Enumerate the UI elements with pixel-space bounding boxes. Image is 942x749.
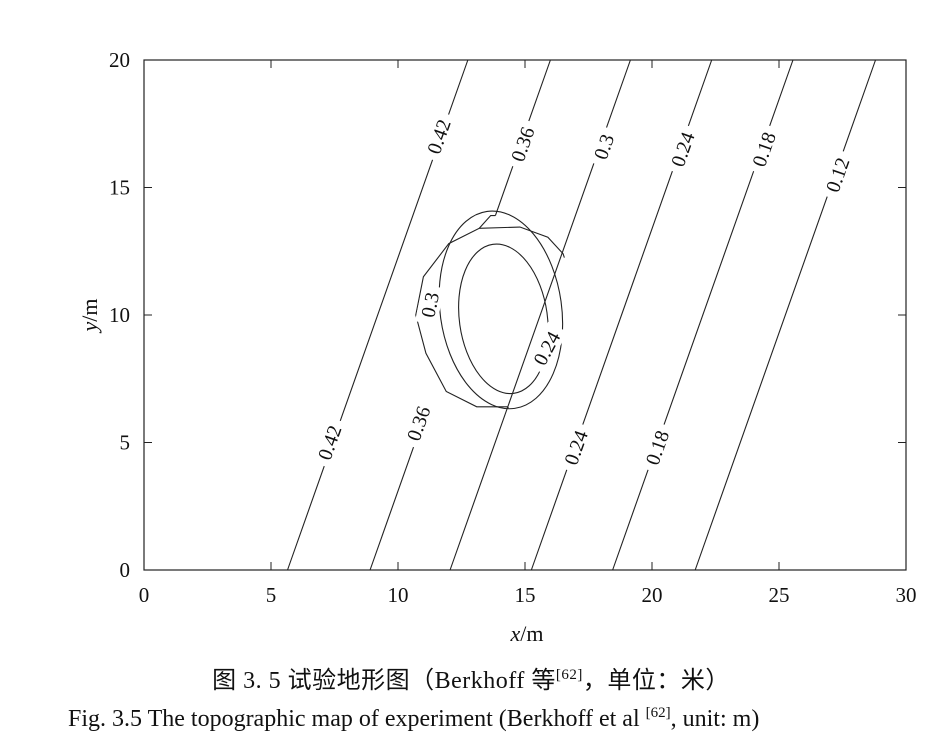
- caption-cn-suffix: ，单位：米）: [582, 668, 730, 694]
- shoal-label-0-3: 0.3: [417, 290, 444, 319]
- contour-label-0-18-bg: [745, 122, 783, 176]
- shoal-label-0-24-bg: [525, 321, 568, 375]
- contour-label-0-36-bg: [399, 397, 437, 450]
- caption-en-prefix: Fig. 3.5 The topographic map of experime…: [68, 706, 646, 732]
- x-tick-label: 0: [139, 583, 150, 607]
- y-tick-label: 0: [120, 558, 131, 582]
- contour-label-0-18-bg: [638, 421, 676, 474]
- contour-line-0-12: [694, 59, 877, 571]
- shoal-label-0-3-bg: [415, 283, 445, 326]
- contour-label-0-36: 0.36: [507, 124, 539, 164]
- x-tick-label: 15: [515, 583, 536, 607]
- figure-caption-english: Fig. 3.5 The topographic map of experime…: [68, 706, 942, 733]
- contour-label-0-42: 0.42: [314, 423, 346, 463]
- contour-label-0-18: 0.18: [642, 428, 674, 468]
- y-axis-label: y/m: [77, 299, 102, 334]
- contour-label-0-24: 0.24: [667, 129, 699, 169]
- contour-label-0-12-bg: [819, 148, 856, 202]
- x-tick-label: 30: [896, 583, 917, 607]
- contour-label-0-24: 0.24: [561, 428, 593, 468]
- x-tick-label: 25: [769, 583, 790, 607]
- x-tick-label: 20: [642, 583, 663, 607]
- caption-cn-ref: [62]: [555, 667, 583, 683]
- contour-label-0-36: 0.36: [403, 404, 435, 444]
- shoal-outer-contour: [415, 226, 565, 409]
- contour-label-0-42-bg: [311, 416, 348, 469]
- shoal-ellipse: [438, 210, 564, 410]
- contour-plot: 0 5 10 15 20 25 30 0 5 10 15 20 x/m y/m 0.42 0.42 0.36 0…: [77, 48, 917, 646]
- caption-en-suffix: , unit: m): [670, 706, 760, 732]
- y-tick-label: 10: [109, 303, 130, 327]
- x-tick-label: 5: [266, 583, 277, 607]
- shoal-ellipse: [458, 243, 549, 395]
- caption-cn-prefix: 图 3. 5 试验地形图（Berkhoff 等: [212, 668, 556, 694]
- contour-label-0-18: 0.18: [748, 129, 780, 169]
- y-tick-label: 5: [120, 431, 131, 455]
- contour-label-0-24-bg: [557, 421, 595, 474]
- contour-label-0-42: 0.42: [423, 117, 455, 157]
- x-tick-label: 10: [388, 583, 409, 607]
- x-axis-label: x/m: [510, 621, 544, 646]
- contour-label-0-36-bg: [504, 117, 541, 171]
- y-tick-label: 15: [109, 176, 130, 200]
- contour-label-0-3-bg: [587, 125, 621, 169]
- contour-label-0-12: 0.12: [822, 155, 854, 195]
- contour-label-0-42-bg: [420, 110, 458, 163]
- figure-caption-chinese: 图 3. 5 试验地形图（Berkhoff 等[62]，单位：米）: [0, 660, 942, 695]
- shoal-connector: [478, 215, 496, 229]
- contour-label-0-24-bg: [664, 122, 701, 176]
- caption-en-ref: [62]: [645, 705, 671, 721]
- y-tick-label: 20: [109, 48, 130, 72]
